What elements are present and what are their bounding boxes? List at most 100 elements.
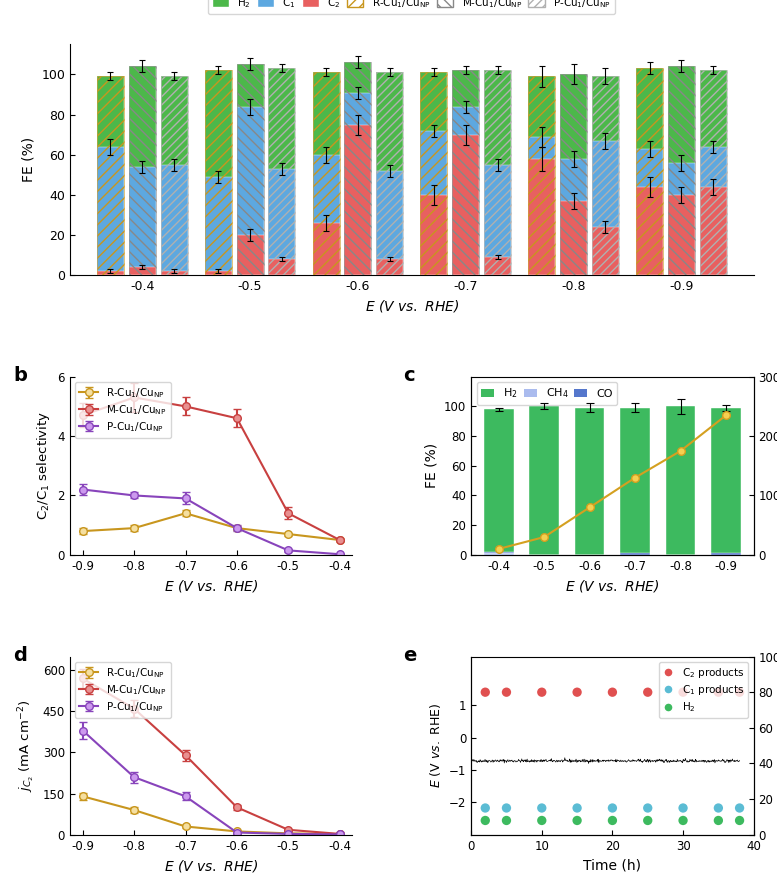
H$_2$ bbox=[500, 813, 513, 828]
Bar bbox=[668, 163, 695, 275]
C$_1$ products bbox=[733, 801, 746, 815]
Bar bbox=[97, 76, 124, 275]
C$_1$ products bbox=[713, 801, 725, 815]
Text: c: c bbox=[403, 366, 415, 385]
Bar bbox=[592, 226, 619, 275]
C$_1$ products bbox=[606, 801, 618, 815]
C$_1$ products bbox=[642, 801, 654, 815]
Y-axis label: C$_2$/C$_1$ selectivity: C$_2$/C$_1$ selectivity bbox=[35, 411, 52, 520]
Bar bbox=[236, 107, 263, 275]
H$_2$ bbox=[571, 813, 584, 828]
Bar bbox=[236, 65, 263, 275]
Bar bbox=[711, 408, 740, 555]
Bar bbox=[161, 76, 187, 275]
Bar bbox=[376, 259, 403, 275]
C$_2$ products bbox=[535, 685, 548, 699]
Bar bbox=[452, 135, 479, 275]
Y-axis label: $E$ (V $vs.$ RHE): $E$ (V $vs.$ RHE) bbox=[428, 703, 444, 789]
X-axis label: Time (h): Time (h) bbox=[584, 858, 642, 872]
Bar bbox=[668, 194, 695, 275]
Bar bbox=[529, 407, 559, 555]
Bar bbox=[484, 70, 511, 275]
H$_2$ bbox=[733, 813, 746, 828]
C$_1$ products bbox=[677, 801, 689, 815]
Bar bbox=[528, 76, 556, 275]
Bar bbox=[528, 137, 556, 275]
Bar bbox=[161, 164, 187, 275]
H$_2$ bbox=[677, 813, 689, 828]
Text: e: e bbox=[403, 646, 416, 665]
Bar bbox=[484, 553, 514, 555]
Bar bbox=[636, 186, 663, 275]
Bar bbox=[560, 75, 587, 275]
Bar bbox=[528, 159, 556, 275]
C$_1$ products bbox=[479, 801, 492, 815]
Bar bbox=[344, 62, 371, 275]
C$_2$ products bbox=[642, 685, 654, 699]
Bar bbox=[344, 62, 371, 275]
Bar bbox=[204, 271, 232, 275]
Legend: R-Cu$_1$/Cu$_\mathrm{NP}$, M-Cu$_1$/Cu$_\mathrm{NP}$, P-Cu$_1$/Cu$_\mathrm{NP}$: R-Cu$_1$/Cu$_\mathrm{NP}$, M-Cu$_1$/Cu$_… bbox=[75, 382, 171, 438]
Y-axis label: FE (%): FE (%) bbox=[22, 137, 36, 182]
Bar bbox=[204, 70, 232, 275]
Bar bbox=[204, 70, 232, 275]
H$_2$ bbox=[713, 813, 725, 828]
X-axis label: $E$ (V $vs.$ RHE): $E$ (V $vs.$ RHE) bbox=[164, 858, 258, 874]
Bar bbox=[420, 131, 448, 275]
Bar bbox=[452, 70, 479, 275]
Bar bbox=[484, 409, 514, 555]
Bar bbox=[666, 407, 695, 555]
X-axis label: $E$ (V $vs.$ RHE): $E$ (V $vs.$ RHE) bbox=[364, 298, 459, 314]
H$_2$ bbox=[642, 813, 654, 828]
C$_2$ products bbox=[713, 685, 725, 699]
C$_2$ products bbox=[733, 685, 746, 699]
Bar bbox=[312, 73, 340, 275]
Legend: C$_2$ products, C$_1$ products, H$_2$: C$_2$ products, C$_1$ products, H$_2$ bbox=[659, 662, 748, 718]
H$_2$ bbox=[606, 813, 618, 828]
Bar bbox=[376, 73, 403, 275]
Bar bbox=[700, 70, 726, 275]
X-axis label: $E$ (V $vs.$ RHE): $E$ (V $vs.$ RHE) bbox=[164, 578, 258, 594]
Bar bbox=[97, 76, 124, 275]
Bar bbox=[620, 408, 650, 555]
C$_2$ products bbox=[479, 685, 492, 699]
C$_1$ products bbox=[500, 801, 513, 815]
Bar bbox=[484, 164, 511, 275]
Bar bbox=[344, 124, 371, 275]
Bar bbox=[161, 76, 187, 275]
Bar bbox=[97, 147, 124, 275]
Bar bbox=[592, 140, 619, 275]
Bar bbox=[636, 68, 663, 275]
Bar bbox=[484, 70, 511, 275]
Bar bbox=[711, 553, 740, 555]
Bar bbox=[129, 67, 155, 275]
Bar bbox=[592, 76, 619, 275]
Bar bbox=[636, 148, 663, 275]
Bar bbox=[452, 107, 479, 275]
Bar bbox=[268, 68, 295, 275]
Bar bbox=[312, 73, 340, 275]
X-axis label: $E$ (V $vs.$ RHE): $E$ (V $vs.$ RHE) bbox=[566, 578, 660, 594]
Bar bbox=[592, 76, 619, 275]
Text: d: d bbox=[13, 646, 27, 665]
Bar bbox=[560, 159, 587, 275]
Bar bbox=[161, 271, 187, 275]
Bar bbox=[636, 68, 663, 275]
Bar bbox=[376, 73, 403, 275]
Bar bbox=[97, 271, 124, 275]
C$_2$ products bbox=[500, 685, 513, 699]
Bar bbox=[575, 408, 605, 555]
Bar bbox=[484, 551, 514, 553]
Bar bbox=[452, 70, 479, 275]
H$_2$ bbox=[535, 813, 548, 828]
Bar bbox=[420, 73, 448, 275]
Bar bbox=[268, 68, 295, 275]
Y-axis label: $j_{C_2}$ (mA cm$^{-2}$): $j_{C_2}$ (mA cm$^{-2}$) bbox=[17, 700, 37, 792]
Bar bbox=[420, 73, 448, 275]
Bar bbox=[129, 167, 155, 275]
Legend: R-Cu$_1$/Cu$_\mathrm{NP}$, M-Cu$_1$/Cu$_\mathrm{NP}$, P-Cu$_1$/Cu$_\mathrm{NP}$: R-Cu$_1$/Cu$_\mathrm{NP}$, M-Cu$_1$/Cu$_… bbox=[75, 662, 171, 718]
Y-axis label: FE (%): FE (%) bbox=[424, 443, 438, 488]
Bar bbox=[560, 75, 587, 275]
Bar bbox=[668, 67, 695, 275]
C$_2$ products bbox=[677, 685, 689, 699]
